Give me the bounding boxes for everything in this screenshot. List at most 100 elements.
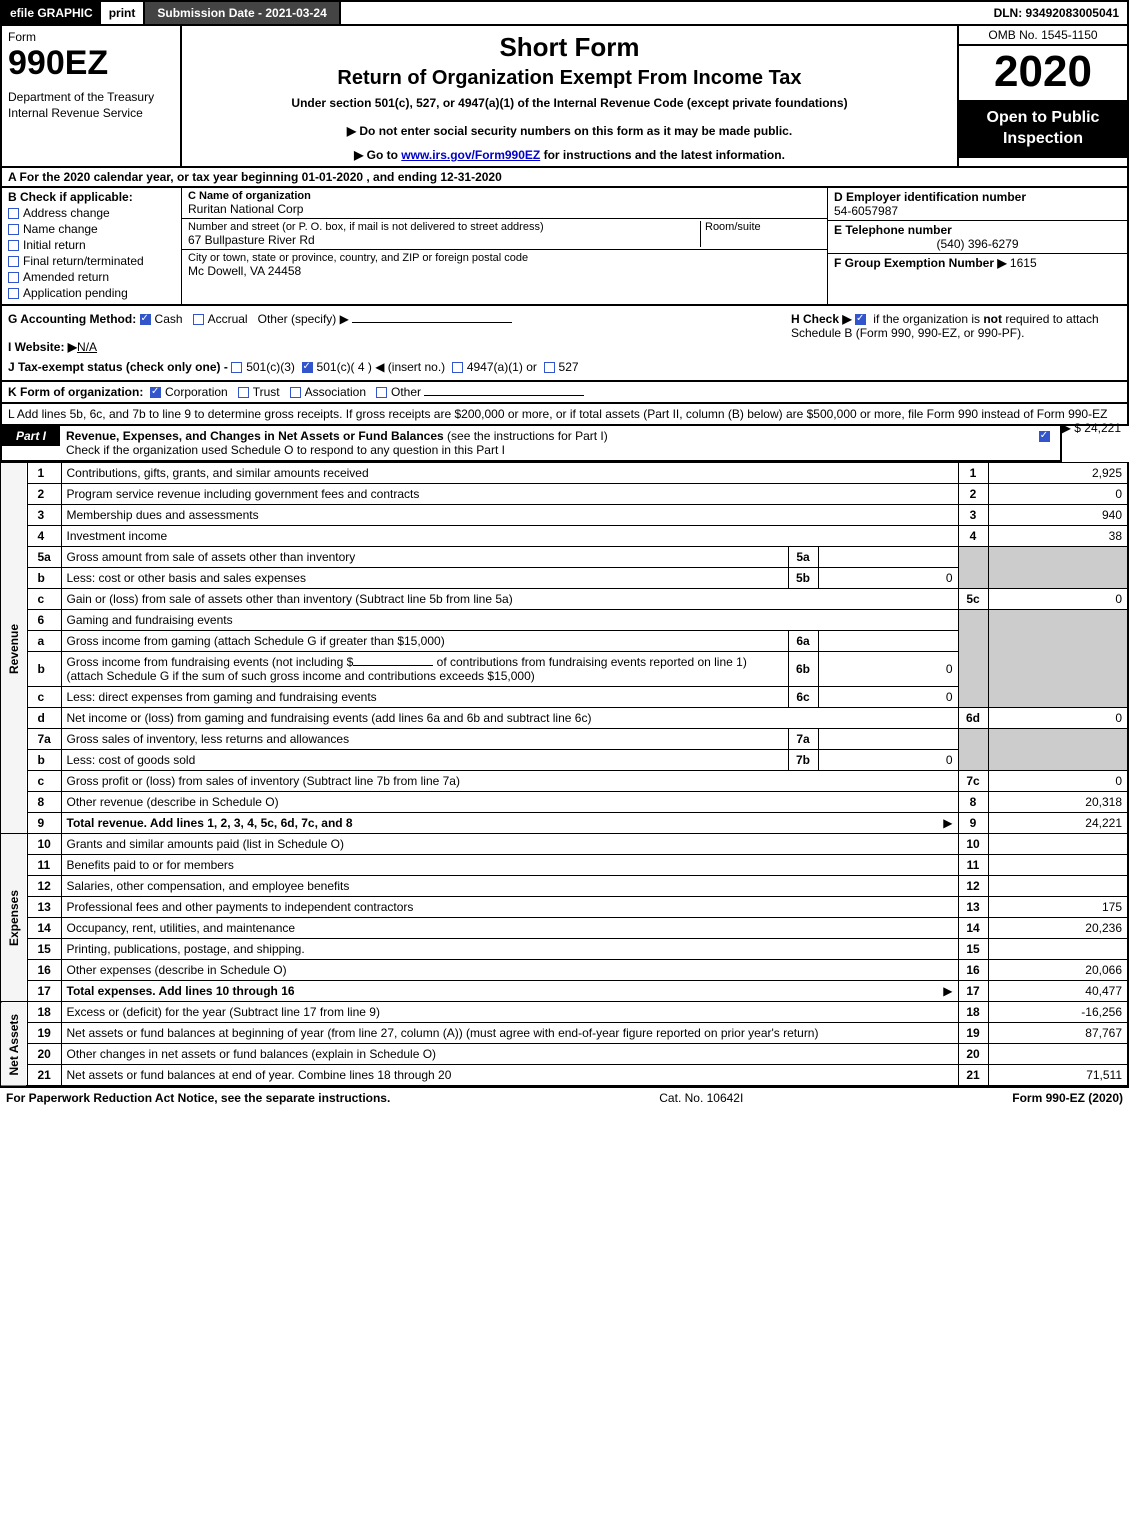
checkbox-icon[interactable] bbox=[290, 387, 301, 398]
form-number: 990EZ bbox=[8, 46, 174, 80]
line-7c-desc: Gross profit or (loss) from sales of inv… bbox=[61, 771, 958, 792]
checkbox-icon[interactable] bbox=[544, 362, 555, 373]
h-col: H Check ▶ if the organization is not req… bbox=[791, 312, 1121, 374]
checkbox-icon bbox=[8, 208, 19, 219]
checkbox-checked-icon bbox=[302, 362, 313, 373]
line-1-amt: 2,925 bbox=[988, 463, 1128, 484]
grey-cell bbox=[988, 547, 1128, 589]
grey-cell bbox=[958, 729, 988, 771]
line-14-amt: 20,236 bbox=[988, 918, 1128, 939]
line-7b-amt: 0 bbox=[818, 750, 958, 771]
c-name-row: C Name of organization Ruritan National … bbox=[182, 188, 827, 219]
grey-cell bbox=[988, 729, 1128, 771]
dln: DLN: 93492083005041 bbox=[986, 2, 1127, 24]
part1-table: Revenue 1 Contributions, gifts, grants, … bbox=[0, 462, 1129, 1087]
line-7a-amt bbox=[818, 729, 958, 750]
other-specify-input[interactable] bbox=[352, 322, 512, 323]
group-exemption-number: 1615 bbox=[1010, 256, 1037, 270]
line-8-desc: Other revenue (describe in Schedule O) bbox=[61, 792, 958, 813]
line-5a-amt bbox=[818, 547, 958, 568]
footer-cat: Cat. No. 10642I bbox=[390, 1091, 1012, 1105]
line-2-amt: 0 bbox=[988, 484, 1128, 505]
checkbox-icon[interactable] bbox=[376, 387, 387, 398]
line-10-amt bbox=[988, 834, 1128, 855]
line-6d-desc: Net income or (loss) from gaming and fun… bbox=[61, 708, 958, 729]
grey-cell bbox=[958, 610, 988, 708]
line-6d-amt: 0 bbox=[988, 708, 1128, 729]
f-label: F Group Exemption Number ▶ bbox=[834, 256, 1007, 270]
chk-amended-return[interactable]: Amended return bbox=[8, 270, 175, 284]
revenue-section-label: Revenue bbox=[1, 463, 27, 834]
checkbox-checked-icon bbox=[140, 314, 151, 325]
website-value: N/A bbox=[77, 340, 97, 354]
line-7a-desc: Gross sales of inventory, less returns a… bbox=[61, 729, 788, 750]
org-name: Ruritan National Corp bbox=[188, 202, 821, 216]
checkbox-icon bbox=[8, 272, 19, 283]
line-6b-desc: Gross income from fundraising events (no… bbox=[61, 652, 788, 687]
blank-input[interactable] bbox=[353, 665, 433, 666]
title-short-form: Short Form bbox=[190, 32, 949, 63]
line-4-amt: 38 bbox=[988, 526, 1128, 547]
g-col: G Accounting Method: Cash Accrual Other … bbox=[8, 312, 791, 374]
e-phone-row: E Telephone number (540) 396-6279 bbox=[828, 221, 1127, 254]
line-15-amt bbox=[988, 939, 1128, 960]
street-address: 67 Bullpasture River Rd bbox=[188, 233, 696, 247]
header-right: OMB No. 1545-1150 2020 Open to Public In… bbox=[957, 26, 1127, 166]
chk-name-change[interactable]: Name change bbox=[8, 222, 175, 236]
footer-left: For Paperwork Reduction Act Notice, see … bbox=[6, 1091, 390, 1105]
checkbox-icon[interactable] bbox=[231, 362, 242, 373]
c-city-row: City or town, state or province, country… bbox=[182, 250, 827, 280]
page-footer: For Paperwork Reduction Act Notice, see … bbox=[0, 1087, 1129, 1108]
line-3-amt: 940 bbox=[988, 505, 1128, 526]
ssn-warning: ▶ Do not enter social security numbers o… bbox=[190, 124, 949, 138]
block-ghij: G Accounting Method: Cash Accrual Other … bbox=[0, 306, 1129, 382]
line-5c-amt: 0 bbox=[988, 589, 1128, 610]
line-6b-amt: 0 bbox=[818, 652, 958, 687]
header-center: Short Form Return of Organization Exempt… bbox=[182, 26, 957, 166]
chk-initial-return[interactable]: Initial return bbox=[8, 238, 175, 252]
checkbox-checked-icon bbox=[1039, 431, 1050, 442]
ein: 54-6057987 bbox=[834, 204, 1121, 218]
d-ein-row: D Employer identification number 54-6057… bbox=[828, 188, 1127, 221]
checkbox-icon[interactable] bbox=[452, 362, 463, 373]
line-19-amt: 87,767 bbox=[988, 1023, 1128, 1044]
line-7b-desc: Less: cost of goods sold bbox=[61, 750, 788, 771]
form-word: Form bbox=[8, 30, 174, 44]
efile-label: efile GRAPHIC bbox=[2, 2, 101, 24]
line-3-desc: Membership dues and assessments bbox=[61, 505, 958, 526]
checkbox-icon bbox=[8, 288, 19, 299]
col-def: D Employer identification number 54-6057… bbox=[827, 188, 1127, 304]
line-19-desc: Net assets or fund balances at beginning… bbox=[61, 1023, 958, 1044]
line-16-amt: 20,066 bbox=[988, 960, 1128, 981]
line-8-amt: 20,318 bbox=[988, 792, 1128, 813]
checkbox-icon[interactable] bbox=[238, 387, 249, 398]
line-6a-amt bbox=[818, 631, 958, 652]
phone: (540) 396-6279 bbox=[834, 237, 1121, 251]
form-header: Form 990EZ Department of the Treasury In… bbox=[0, 26, 1129, 168]
dept-treasury: Department of the Treasury bbox=[8, 90, 174, 106]
line-6a-desc: Gross income from gaming (attach Schedul… bbox=[61, 631, 788, 652]
line-15-desc: Printing, publications, postage, and shi… bbox=[61, 939, 958, 960]
title-return: Return of Organization Exempt From Incom… bbox=[190, 67, 949, 90]
block-bcdef: B Check if applicable: Address change Na… bbox=[0, 188, 1129, 306]
grey-cell bbox=[988, 610, 1128, 708]
part1-tab: Part I bbox=[2, 426, 60, 446]
chk-address-change[interactable]: Address change bbox=[8, 206, 175, 220]
checkbox-checked-icon bbox=[150, 387, 161, 398]
line-5c-desc: Gain or (loss) from sale of assets other… bbox=[61, 589, 958, 610]
checkbox-icon bbox=[8, 240, 19, 251]
chk-application-pending[interactable]: Application pending bbox=[8, 286, 175, 300]
l-text: L Add lines 5b, 6c, and 7b to line 9 to … bbox=[8, 407, 1107, 421]
line-9-amt: 24,221 bbox=[988, 813, 1128, 834]
line-12-desc: Salaries, other compensation, and employ… bbox=[61, 876, 958, 897]
part1-title: Revenue, Expenses, and Changes in Net As… bbox=[60, 426, 1033, 460]
other-org-input[interactable] bbox=[424, 395, 584, 396]
line-1-desc: Contributions, gifts, grants, and simila… bbox=[61, 463, 958, 484]
goto-pre: ▶ Go to bbox=[354, 148, 401, 162]
goto-link[interactable]: www.irs.gov/Form990EZ bbox=[401, 148, 540, 162]
col-b: B Check if applicable: Address change Na… bbox=[2, 188, 182, 304]
line-7c-amt: 0 bbox=[988, 771, 1128, 792]
chk-final-return[interactable]: Final return/terminated bbox=[8, 254, 175, 268]
print-label[interactable]: print bbox=[101, 2, 144, 24]
goto-line: ▶ Go to www.irs.gov/Form990EZ for instru… bbox=[190, 148, 949, 162]
